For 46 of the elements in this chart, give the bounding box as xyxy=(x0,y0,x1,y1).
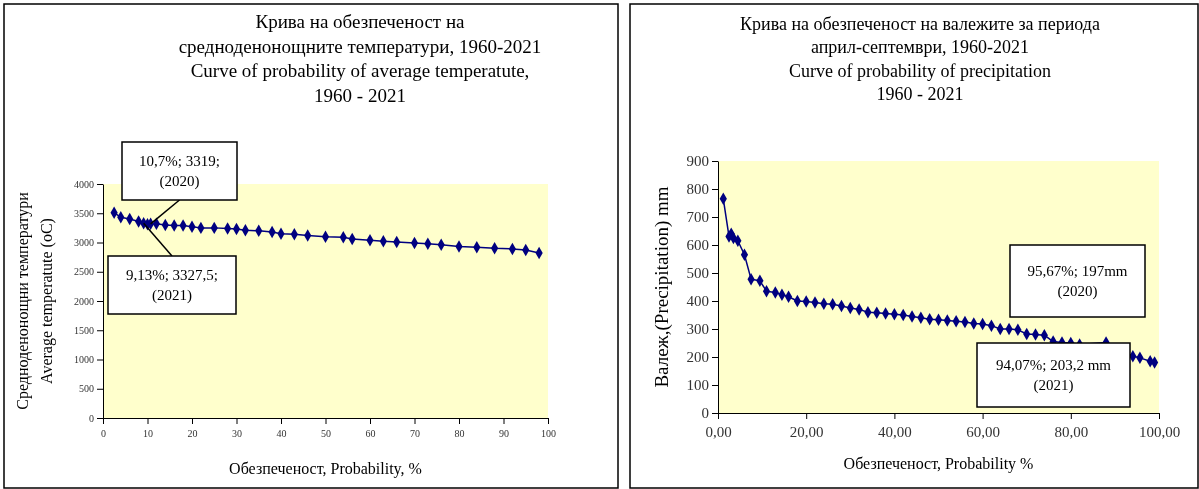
chart-title: Крива на обезпеченост на валежите за периода април-септември, 1960-2021 Curve of probability of precipitation 1960 - 2021 xyxy=(740,14,1100,105)
x-tick-label: 0 xyxy=(101,428,106,439)
x-tick-label: 60,00 xyxy=(966,424,1000,440)
x-tick-label: 20 xyxy=(187,428,198,439)
x-tick-label: 40,00 xyxy=(878,424,912,440)
x-axis-title: Обезпеченост, Probability % xyxy=(843,455,1034,473)
y-tick-label: 800 xyxy=(686,181,709,198)
y-tick-label: 1000 xyxy=(74,354,94,366)
y-axis-title: Средноденонощни температури Average temperatute (oC) xyxy=(14,191,56,410)
y-tick-label: 3500 xyxy=(74,207,94,219)
x-tick-label: 70 xyxy=(410,428,420,439)
y-tick-label: 500 xyxy=(79,383,94,395)
y-tick-label: 400 xyxy=(686,293,709,310)
chart-title: Крива на обезпеченост на средноденонощните температури, 1960-2021 Curve of probability of average temperatute, 1960 - 2021 xyxy=(178,11,542,107)
y-tick-label: 3000 xyxy=(74,237,94,249)
x-tick-label: 60 xyxy=(365,428,376,439)
y-tick-label: 2000 xyxy=(74,295,94,307)
x-tick-label: 10 xyxy=(143,428,153,439)
x-axis-title: Обезпеченост, Probability, % xyxy=(229,460,422,478)
y-tick-label: 2500 xyxy=(74,266,94,278)
y-tick-label: 4000 xyxy=(74,178,94,190)
x-tick-label: 30 xyxy=(232,428,242,439)
annotation: 9,13%; 3327,5; (2021) xyxy=(125,267,219,304)
y-tick-label: 600 xyxy=(686,237,709,254)
y-tick-label: 1500 xyxy=(74,324,94,336)
y-tick-label: 0 xyxy=(701,405,709,422)
x-tick-label: 40 xyxy=(276,428,287,439)
x-tick-label: 50 xyxy=(321,428,331,439)
y-tick-label: 200 xyxy=(686,349,709,366)
annotation: 95,67%; 197mm (2020) xyxy=(1027,263,1128,300)
y-axis-title: Валеж,(Precipitation) mm xyxy=(651,186,673,388)
x-tick-label: 100 xyxy=(541,428,556,439)
y-tick-label: 0 xyxy=(89,412,94,424)
y-tick-label: 100 xyxy=(686,377,709,394)
annotation: 10,7%; 3319; (2020) xyxy=(139,153,220,190)
x-tick-label: 80 xyxy=(454,428,465,439)
x-tick-label: 80,00 xyxy=(1054,424,1089,440)
x-tick-label: 90 xyxy=(499,428,509,439)
y-tick-label: 300 xyxy=(686,321,709,338)
x-tick-label: 20,00 xyxy=(789,424,824,440)
annotation: 94,07%; 203,2 mm (2021) xyxy=(996,357,1112,394)
x-tick-label: 0,00 xyxy=(705,424,732,440)
y-tick-label: 900 xyxy=(686,153,709,170)
x-tick-label: 100,00 xyxy=(1138,424,1181,440)
y-tick-label: 700 xyxy=(686,209,709,226)
y-tick-label: 500 xyxy=(686,265,709,282)
